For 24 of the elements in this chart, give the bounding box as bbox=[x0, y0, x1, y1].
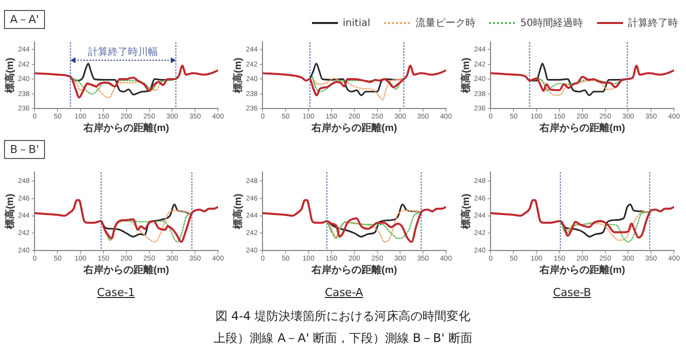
y-axis-title: 標高(m) bbox=[460, 58, 472, 94]
text: Case-1 bbox=[96, 286, 136, 299]
x-axis-title: 右岸からの距離(m) bbox=[538, 122, 626, 134]
text: Case-B bbox=[552, 286, 592, 299]
x-axis-title: 右岸からの距離(m) bbox=[82, 264, 170, 276]
legend-label: 流量ピーク時 bbox=[415, 16, 476, 30]
text: 上段）測線 A－A' 断面，下段）測線 B－B' 断面 bbox=[212, 330, 474, 347]
annotation: 計算終了時川幅 bbox=[88, 46, 158, 58]
y-axis-title: 標高(m) bbox=[460, 194, 472, 230]
x-axis-title: 右岸からの距離(m) bbox=[310, 264, 398, 276]
legend-label: 計算終了時 bbox=[628, 16, 678, 30]
y-axis-title: 標高(m) bbox=[232, 58, 244, 94]
x-axis-title: 右岸からの距離(m) bbox=[310, 122, 398, 134]
text: A－A' bbox=[4, 10, 46, 29]
x-axis-title: 右岸からの距離(m) bbox=[82, 122, 170, 134]
text: B－B' bbox=[4, 140, 46, 159]
y-axis-title: 標高(m) bbox=[4, 194, 16, 230]
caption: 図 4-4 堤防決壊箇所における河床高の時間変化 bbox=[214, 308, 472, 325]
y-axis-title: 標高(m) bbox=[232, 194, 244, 230]
legend-label: initial bbox=[342, 18, 370, 28]
y-axis-title: 標高(m) bbox=[4, 58, 16, 94]
text: Case-A bbox=[324, 286, 364, 299]
legend-label: 50時間経過時 bbox=[520, 16, 583, 30]
x-axis-title: 右岸からの距離(m) bbox=[538, 264, 626, 276]
